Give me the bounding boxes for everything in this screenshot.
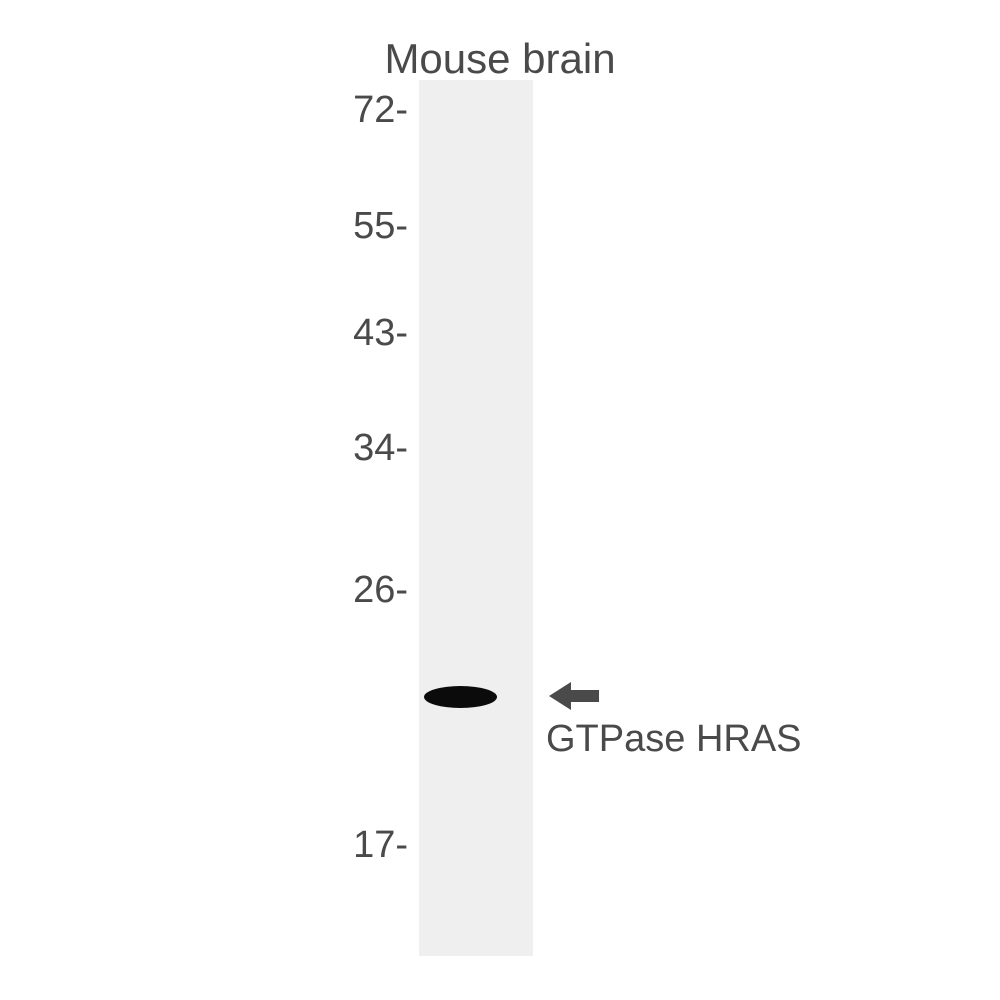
band-annotation-label: GTPase HRAS <box>546 718 802 761</box>
mw-marker: 34- <box>268 427 408 470</box>
mw-marker: 72- <box>268 89 408 132</box>
arrow-icon <box>549 676 619 716</box>
lane-title: Mouse brain <box>350 35 650 83</box>
mw-marker: 55- <box>268 205 408 248</box>
blot-figure: Mouse brain 72- 55- 43- 34- 26- 17- GTPase HR… <box>0 0 1000 1000</box>
blot-lane <box>419 80 533 956</box>
mw-marker: 26- <box>268 569 408 612</box>
mw-marker: 43- <box>268 312 408 355</box>
protein-band <box>424 686 497 708</box>
mw-marker: 17- <box>268 824 408 867</box>
